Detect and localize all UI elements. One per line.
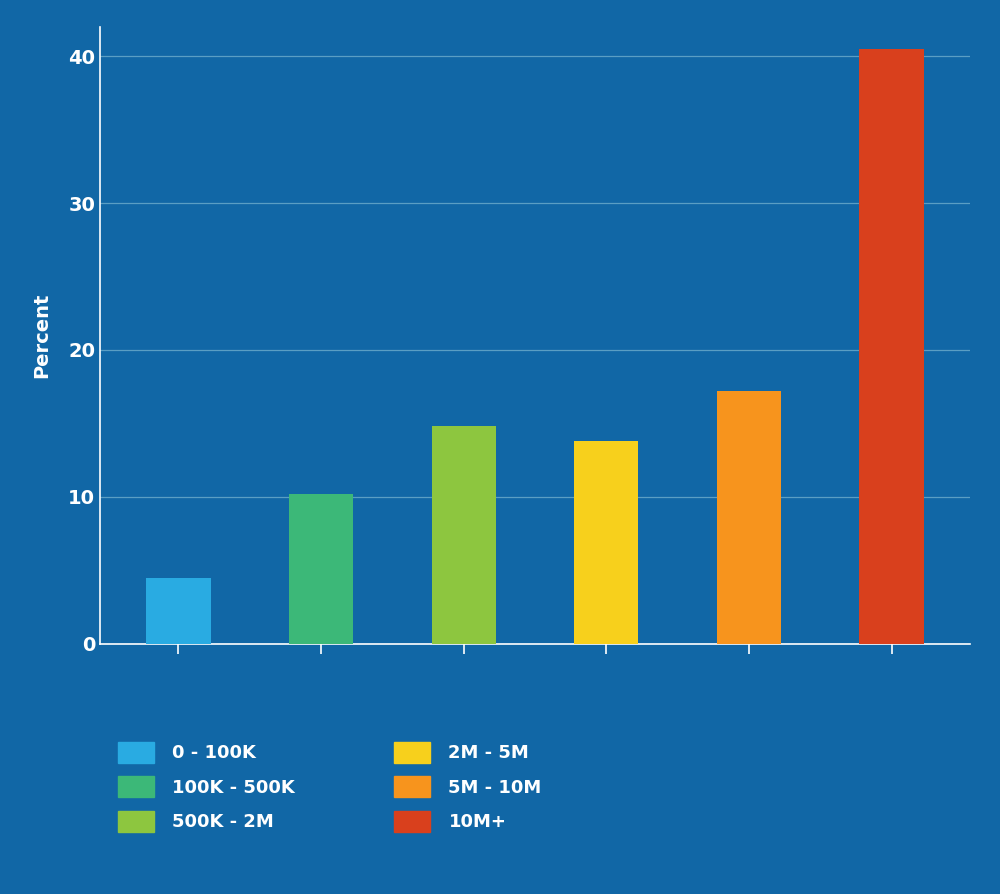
Legend: 0 - 100K, 100K - 500K, 500K - 2M, 2M - 5M, 5M - 10M, 10M+: 0 - 100K, 100K - 500K, 500K - 2M, 2M - 5… — [109, 733, 551, 840]
Bar — [717, 391, 781, 644]
Bar — [432, 426, 496, 644]
Y-axis label: Percent: Percent — [32, 292, 51, 378]
Bar — [574, 441, 638, 644]
Bar — [146, 578, 211, 644]
Bar — [289, 493, 353, 644]
Bar — [859, 49, 924, 644]
